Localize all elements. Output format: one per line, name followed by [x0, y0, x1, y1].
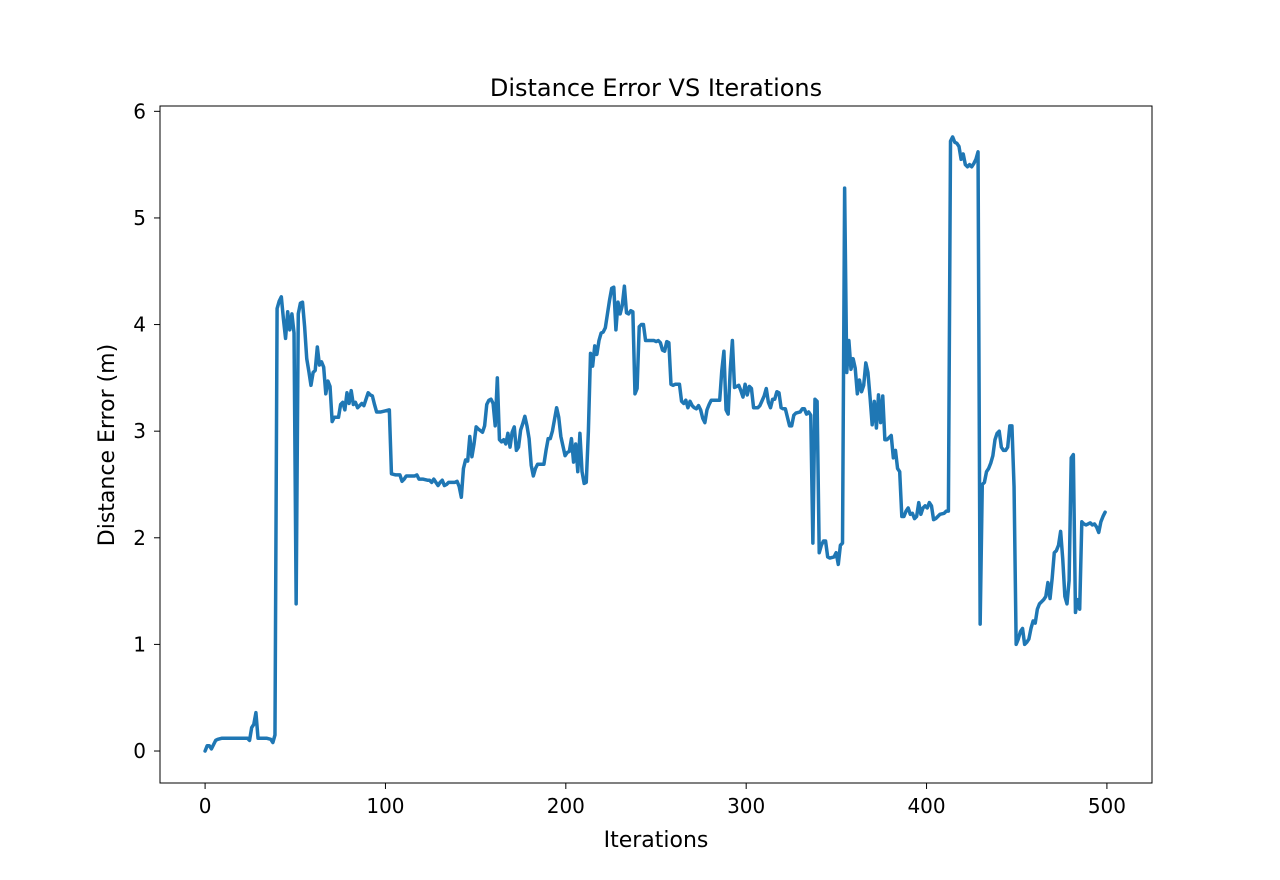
plot-area [203, 135, 1107, 753]
y-tick-label: 6 [133, 99, 146, 123]
y-tick-label: 1 [133, 632, 146, 656]
y-tick-label: 2 [133, 526, 146, 550]
y-tick-label: 0 [133, 739, 146, 763]
y-axis: 0 1 2 3 4 5 6 [133, 99, 160, 763]
x-axis-label: Iterations [604, 828, 709, 853]
x-tick-label: 300 [727, 794, 765, 818]
x-tick-label: 200 [547, 794, 585, 818]
x-tick-label: 400 [907, 794, 945, 818]
y-axis-label: Distance Error (m) [95, 344, 120, 546]
x-tick-label: 500 [1088, 794, 1126, 818]
y-tick-label: 3 [133, 419, 146, 443]
y-tick-label: 5 [133, 206, 146, 230]
x-tick-label: 100 [366, 794, 404, 818]
chart-title: Distance Error VS Iterations [490, 74, 822, 102]
x-tick-label: 0 [199, 794, 212, 818]
y-tick-label: 4 [133, 313, 146, 337]
series-line [203, 135, 1107, 753]
x-axis: 0 100 200 300 400 500 [199, 783, 1126, 818]
plot-frame [159, 105, 1153, 784]
